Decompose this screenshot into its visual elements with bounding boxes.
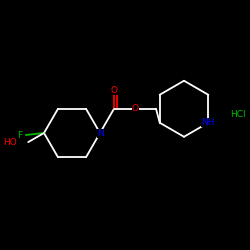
Text: HO: HO [4,138,17,146]
Text: NH: NH [202,118,215,127]
Text: N: N [96,128,103,138]
Text: F: F [17,130,22,140]
Text: O: O [110,86,117,95]
Text: HCl: HCl [230,110,246,119]
Text: O: O [132,104,138,113]
